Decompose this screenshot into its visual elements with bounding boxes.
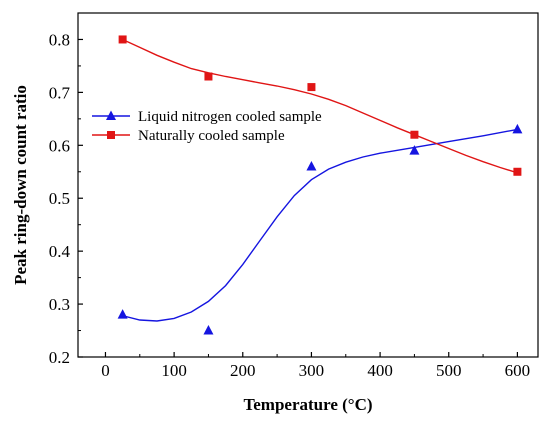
x-tick-label: 500: [436, 361, 462, 380]
data-point: [306, 160, 317, 171]
x-tick-label: 0: [101, 361, 110, 380]
y-axis: 0.2 0.3 0.4 0.5 0.6 0.7 0.8: [49, 12, 83, 367]
data-point: [410, 130, 419, 139]
data-point: [307, 83, 316, 92]
y-tick-label: 0.5: [49, 189, 70, 208]
y-tick-label: 0.2: [49, 348, 70, 367]
x-tick-label: 100: [161, 361, 187, 380]
series-2: [118, 35, 522, 176]
legend: Liquid nitrogen cooled sample Naturally c…: [92, 109, 322, 144]
x-tick-label: 200: [230, 361, 256, 380]
series-1: [117, 123, 523, 335]
data-point: [409, 145, 420, 155]
legend-item: Naturally cooled sample: [92, 128, 285, 144]
data-point: [204, 72, 213, 81]
y-tick-label: 0.6: [49, 136, 70, 155]
x-tick-label: 400: [367, 361, 393, 380]
y-tick-label: 0.4: [49, 242, 71, 261]
data-point: [513, 167, 522, 176]
series-fit-line: [122, 128, 518, 322]
legend-marker: [107, 131, 115, 139]
y-tick-label: 0.8: [49, 30, 70, 49]
data-point: [512, 123, 523, 134]
x-tick-label: 300: [299, 361, 325, 380]
legend-marker: [106, 110, 116, 120]
y-tick-label: 0.7: [49, 83, 71, 102]
y-axis-title: Peak ring-down count ratio: [11, 85, 30, 285]
data-point: [203, 325, 214, 335]
x-tick-label: 600: [505, 361, 531, 380]
data-point: [117, 309, 128, 319]
x-axis-title: Temperature (°C): [243, 395, 372, 414]
series-fit-line: [122, 38, 518, 174]
plot-frame: [77, 12, 539, 358]
legend-label: Liquid nitrogen cooled sample: [138, 109, 322, 125]
y-tick-label: 0.3: [49, 295, 70, 314]
legend-label: Naturally cooled sample: [138, 128, 285, 144]
x-axis: 0 100 200 300 400 500 600: [101, 352, 530, 380]
legend-item: Liquid nitrogen cooled sample: [92, 109, 322, 125]
data-point: [118, 35, 127, 44]
series-layer: [117, 35, 523, 335]
